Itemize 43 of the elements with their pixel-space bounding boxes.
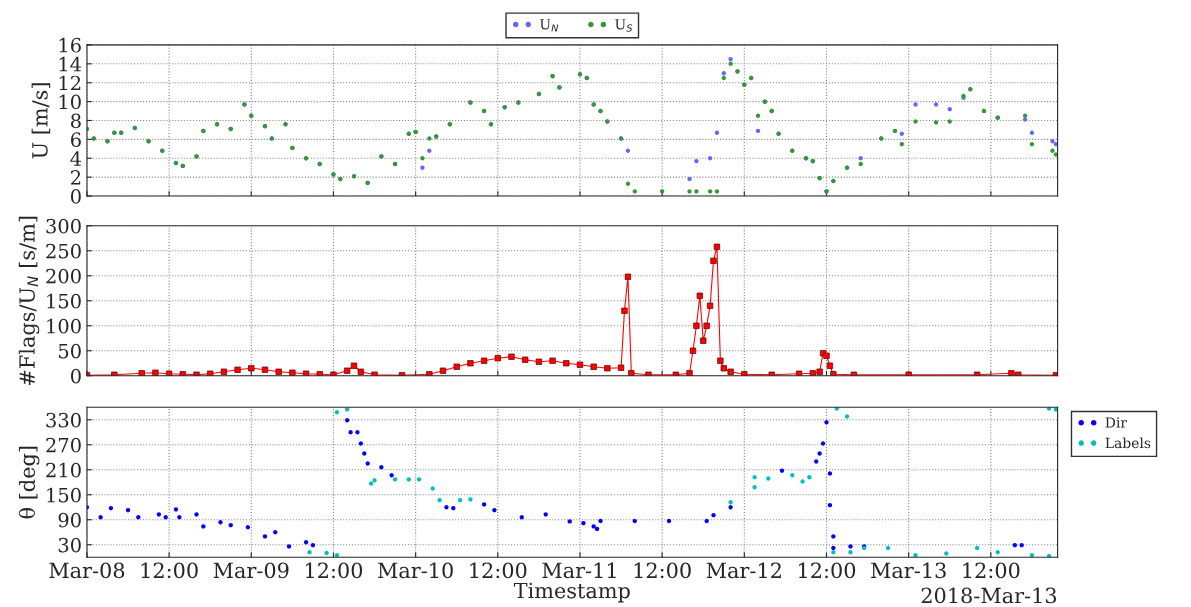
y-tick-label: 300	[46, 218, 81, 234]
y-tick-label: 6	[71, 132, 81, 148]
y-tick-label: 330	[46, 412, 81, 428]
y-tick-label: 90	[58, 512, 81, 528]
y-tick-label: 16	[59, 37, 81, 53]
y-tick-label: 150	[47, 293, 81, 309]
legend-label: U$_{S}$	[615, 19, 633, 32]
y-axis-title: #Flags/U$_{N}$ [s/m]	[18, 216, 40, 385]
y-tick-label: 4	[70, 151, 82, 166]
x-tick-label: Mar-12	[706, 562, 781, 579]
text: 2018-Mar-13	[921, 587, 1057, 604]
x-tick-label: 12:00	[141, 562, 198, 579]
y-tick-label: 2	[71, 170, 81, 185]
legend-label: Dir	[1105, 417, 1128, 428]
y-tick-label: 0	[70, 368, 81, 384]
x-tick-label: Mar-10	[378, 562, 453, 579]
x-tick-label: 12:00	[799, 562, 856, 579]
y-axis-title: U [m/s]	[31, 83, 51, 159]
y-tick-label: 8	[71, 113, 81, 129]
y-tick-label: 30	[58, 537, 81, 553]
legend-label: Labels	[1105, 437, 1151, 449]
x-tick-label: Mar-09	[213, 562, 289, 579]
legend-label: U$_{N}$	[540, 19, 559, 32]
x-tick-label: Mar-08	[49, 562, 125, 579]
y-tick-label: 0	[70, 189, 81, 204]
y-tick-label: 270	[46, 437, 81, 453]
y-tick-label: 210	[46, 462, 81, 478]
x-tick-label: 12:00	[963, 562, 1020, 579]
y-tick-label: 200	[46, 268, 81, 284]
y-tick-label: 50	[58, 343, 81, 359]
y-axis-title: θ [deg]	[18, 446, 40, 519]
x-tick-label: 12:00	[634, 562, 691, 579]
x-tick-label: 12:00	[470, 562, 527, 579]
y-tick-label: 150	[47, 487, 81, 503]
y-tick-label: 250	[46, 243, 81, 259]
y-tick-label: 100	[47, 318, 81, 334]
y-tick-label: 14	[59, 56, 82, 72]
y-tick-label: 12	[59, 75, 81, 91]
x-tick-label: Mar-11	[542, 562, 616, 579]
x-axis-title: Timestamp	[513, 582, 630, 603]
y-tick-label: 10	[59, 94, 81, 110]
x-tick-label: 12:00	[305, 562, 363, 579]
x-tick-label: Mar-13	[871, 562, 946, 579]
